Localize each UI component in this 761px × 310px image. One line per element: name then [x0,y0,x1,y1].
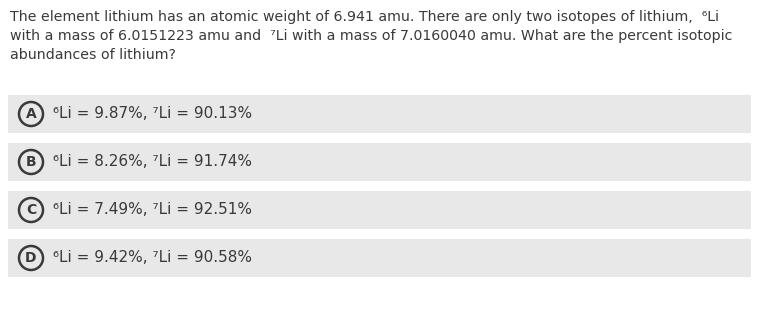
FancyBboxPatch shape [8,191,751,229]
Text: ⁶Li = 8.26%, ⁷Li = 91.74%: ⁶Li = 8.26%, ⁷Li = 91.74% [53,154,252,170]
Text: D: D [25,251,37,265]
Text: B: B [26,155,37,169]
Text: The element lithium has an atomic weight of 6.941 amu. There are only two isotop: The element lithium has an atomic weight… [10,10,719,24]
Text: ⁶Li = 7.49%, ⁷Li = 92.51%: ⁶Li = 7.49%, ⁷Li = 92.51% [53,202,252,218]
Text: abundances of lithium?: abundances of lithium? [10,48,176,62]
FancyBboxPatch shape [8,239,751,277]
Text: C: C [26,203,36,217]
Text: ⁶Li = 9.87%, ⁷Li = 90.13%: ⁶Li = 9.87%, ⁷Li = 90.13% [53,107,252,122]
Text: ⁶Li = 9.42%, ⁷Li = 90.58%: ⁶Li = 9.42%, ⁷Li = 90.58% [53,250,252,265]
FancyBboxPatch shape [8,95,751,133]
Text: A: A [26,107,37,121]
FancyBboxPatch shape [8,143,751,181]
Text: with a mass of 6.0151223 amu and  ⁷Li with a mass of 7.0160040 amu. What are the: with a mass of 6.0151223 amu and ⁷Li wit… [10,29,732,43]
